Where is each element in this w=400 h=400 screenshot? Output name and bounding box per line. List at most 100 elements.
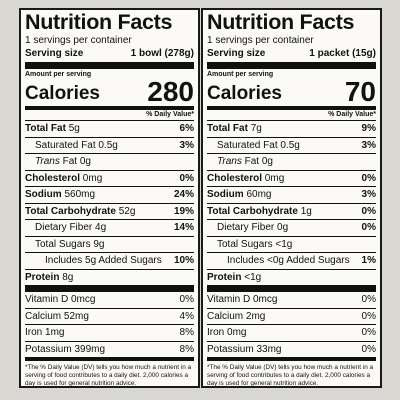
nutrient-amount: 0mg (264, 172, 285, 184)
calories-label: Calories (25, 83, 100, 104)
nutrient-amount: <1g (244, 271, 262, 283)
nutrient-dv: 0% (361, 310, 376, 322)
nutrient-dv: 0% (361, 294, 376, 305)
nutrient-name: Dietary Fiber (35, 222, 93, 233)
nutrient-dv: 4% (179, 310, 194, 322)
nutrient-dv: 0% (361, 327, 376, 338)
daily-value-header: % Daily Value* (207, 110, 376, 121)
sodium-row: Sodium 60mg 3% (207, 187, 376, 204)
servings-per-container: 1 servings per container (207, 35, 314, 46)
protein-row: Protein 8g (25, 270, 194, 292)
saturated-fat-row: Saturated Fat 0.5g 3% (207, 138, 376, 154)
nutrient-amount: 0g (277, 222, 289, 233)
serving-size-row: Serving size 1 packet (15g) (207, 47, 376, 69)
nutrient-amount: <1g (275, 238, 293, 250)
nutrient-dv: 0% (361, 172, 376, 184)
iron-row: Iron 1mg 8% (25, 325, 194, 342)
nutrient-dv: 8% (179, 327, 194, 338)
nutrient-name: Calcium (25, 310, 62, 322)
nutrient-name: Cholesterol (25, 172, 81, 184)
nutrient-name: Trans (35, 156, 60, 167)
nutrient-dv: 1% (361, 255, 376, 266)
cholesterol-row: Cholesterol 0mg 0% (25, 171, 194, 187)
added-sugars-text: Includes <0g Added Sugars (227, 255, 350, 266)
nutrient-name: Total Sugars (35, 238, 91, 250)
nutrient-amount: 0.5g (280, 139, 300, 151)
serving-size-value: 1 bowl (278g) (130, 48, 194, 59)
nutrient-amount: 2mg (245, 310, 266, 322)
trans-fat-row: Trans Fat 0g (25, 154, 194, 171)
nutrient-name: Vitamin D (25, 294, 69, 305)
calories-value: 70 (344, 76, 376, 107)
vitamin-d-row: Vitamin D 0mcg 0% (25, 292, 194, 309)
calories-value: 280 (147, 76, 194, 107)
nutrient-dv: 0% (361, 205, 376, 217)
protein-row: Protein <1g (207, 270, 376, 292)
nutrient-name: Total Carbohydrate (25, 205, 116, 217)
nutrient-amount: 60mg (246, 189, 272, 200)
nutrient-dv: 0% (179, 294, 194, 305)
iron-row: Iron 0mg 0% (207, 325, 376, 342)
added-sugars-row: Includes <0g Added Sugars 1% (207, 253, 376, 270)
nutrient-dv: 3% (179, 139, 194, 151)
nutrient-dv: 0% (361, 343, 376, 355)
nutrient-name-rest: Fat (62, 156, 78, 167)
nutrient-name: Vitamin D (207, 294, 251, 305)
nutrient-amount: 52g (118, 205, 136, 217)
nutrient-amount: 560mg (64, 189, 96, 200)
nutrient-amount: 8g (62, 271, 74, 283)
nutrient-dv: 3% (361, 189, 376, 200)
nutrient-dv: 10% (173, 255, 194, 266)
servings-per-container: 1 servings per container (25, 35, 132, 46)
amount-per-serving: Amount per serving (25, 71, 92, 78)
nutrient-dv: 6% (179, 123, 194, 134)
nutrient-dv: 9% (361, 123, 376, 134)
nutrient-name: Cholesterol (207, 172, 263, 184)
nutrient-name: Saturated Fat (35, 139, 96, 151)
dietary-fiber-row: Dietary Fiber 0g 0% (207, 220, 376, 237)
total-fat-row: Total Fat 5g 6% (25, 121, 194, 138)
potassium-row: Potassium 33mg 0% (207, 342, 376, 361)
calories-row: Calories 70 (207, 76, 376, 110)
daily-value-header: % Daily Value* (25, 110, 194, 121)
nutrient-name-rest: Fat (244, 156, 260, 167)
total-sugars-row: Total Sugars 9g (25, 237, 194, 253)
nutrient-name: Iron (25, 327, 43, 338)
vitamin-d-row: Vitamin D 0mcg 0% (207, 292, 376, 309)
nutrition-label-packet: Nutrition Facts 1 servings per container… (201, 8, 382, 388)
nutrient-name: Total Fat (207, 123, 248, 134)
nutrient-amount: 1g (300, 205, 312, 217)
nutrient-amount: 0mcg (70, 294, 96, 305)
nutrient-amount: 7g (250, 123, 262, 134)
nutrient-name: Iron (207, 327, 225, 338)
label-title: Nutrition Facts (25, 10, 173, 34)
nutrient-name: Sodium (25, 189, 62, 200)
calories-label: Calories (207, 83, 282, 104)
nutrient-name: Total Carbohydrate (207, 205, 298, 217)
nutrient-amount: 0g (79, 156, 91, 167)
daily-value-footnote: *The % Daily Value (DV) tells you how mu… (25, 364, 192, 387)
nutrient-name: Sodium (207, 189, 244, 200)
nutrient-amount: 52mg (63, 310, 89, 322)
nutrient-amount: 4g (95, 222, 107, 233)
cholesterol-row: Cholesterol 0mg 0% (207, 171, 376, 187)
nutrient-amount: 0g (261, 156, 273, 167)
nutrient-name: Calcium (207, 310, 244, 322)
nutrient-dv: 0% (361, 222, 376, 233)
total-fat-row: Total Fat 7g 9% (207, 121, 376, 138)
nutrient-amount: 9g (93, 238, 105, 250)
nutrient-dv: 19% (173, 205, 194, 217)
nutrient-name: Saturated Fat (217, 139, 278, 151)
calcium-row: Calcium 2mg 0% (207, 309, 376, 325)
serving-size-label: Serving size (207, 48, 266, 59)
nutrient-name: Total Fat (25, 123, 66, 134)
nutrient-amount: 0.5g (98, 139, 118, 151)
nutrient-amount: 33mg (256, 343, 282, 355)
potassium-row: Potassium 399mg 8% (25, 342, 194, 361)
nutrient-name: Potassium (207, 343, 254, 355)
nutrient-amount: 399mg (74, 343, 106, 355)
daily-value-footnote: *The % Daily Value (DV) tells you how mu… (207, 364, 374, 387)
serving-size-value: 1 packet (15g) (309, 48, 376, 59)
nutrient-name: Total Sugars (217, 238, 273, 250)
calcium-row: Calcium 52mg 4% (25, 309, 194, 325)
